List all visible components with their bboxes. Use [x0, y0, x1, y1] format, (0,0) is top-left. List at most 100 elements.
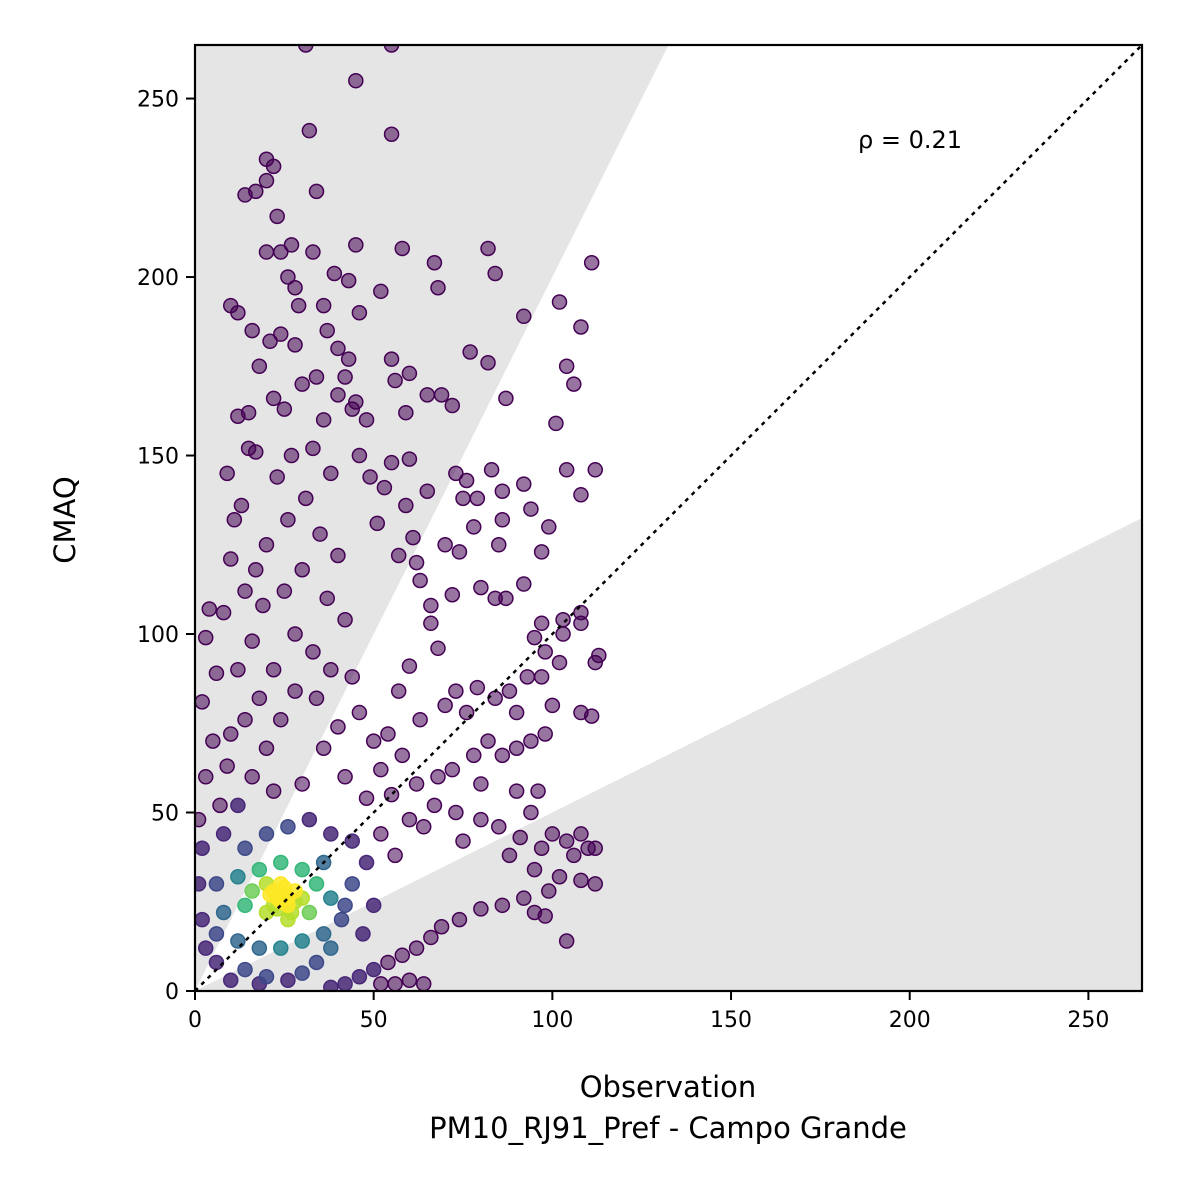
scatter-point [323, 979, 339, 991]
scatter-point [473, 776, 489, 792]
scatter-point [558, 833, 575, 849]
scatter-point [451, 544, 468, 560]
scatter-point [555, 611, 571, 628]
scatter-point [308, 183, 325, 200]
scatter-point [355, 926, 371, 942]
scatter-point [308, 954, 325, 971]
scatter-point [333, 911, 350, 928]
scatter-point [237, 840, 253, 856]
x-tick-label: 100 [531, 1008, 573, 1033]
scatter-point [305, 644, 321, 660]
scatter-point [365, 961, 382, 978]
scatter-point [523, 733, 539, 749]
scatter-point [544, 826, 561, 842]
scatter-point [473, 811, 489, 828]
scatter-point [573, 487, 589, 503]
scatter-point [344, 833, 360, 849]
scatter-point [433, 918, 450, 935]
scatter-point [537, 908, 553, 924]
scatter-point [487, 690, 503, 707]
scatter-point [258, 740, 275, 757]
scatter-point [473, 579, 489, 596]
scatter-point [566, 376, 582, 392]
scatter-point [287, 279, 303, 296]
scatter-point [512, 829, 528, 846]
scatter-point [301, 122, 318, 139]
scatter-point [455, 490, 471, 507]
scatter-point [305, 244, 321, 260]
scatter-point [494, 897, 511, 914]
scatter-point [537, 726, 553, 742]
scatter-point [294, 376, 310, 392]
scatter-point [351, 704, 368, 721]
scatter-point [265, 783, 282, 799]
scatter-point [208, 926, 225, 942]
scatter-point [258, 244, 275, 260]
scatter-point [215, 604, 232, 621]
scatter-point [330, 719, 346, 735]
scatter-point [480, 354, 496, 371]
scatter-point [519, 669, 536, 685]
scatter-point [533, 544, 550, 560]
scatter-point [465, 519, 482, 535]
scatter-point [323, 890, 339, 906]
scatter-point [398, 497, 414, 514]
scatter-point [280, 972, 296, 989]
scatter-point [494, 747, 511, 764]
scatter-point [208, 954, 225, 971]
scatter-point [294, 562, 310, 578]
scatter-point [365, 733, 382, 749]
scatter-point [201, 601, 218, 617]
scatter-point [337, 611, 353, 628]
scatter-point [448, 804, 464, 821]
scatter-point [387, 847, 403, 864]
scatter-point [419, 483, 436, 499]
scatter-point [398, 404, 414, 421]
scatter-point [337, 369, 353, 385]
scatter-point [315, 412, 332, 428]
scatter-point [394, 747, 411, 764]
scatter-point [573, 872, 589, 889]
scatter-point [551, 869, 568, 885]
scatter-point [491, 819, 507, 835]
scatter-point [258, 172, 275, 189]
scatter-point [195, 911, 210, 928]
scatter-point [273, 326, 289, 342]
scatter-point [526, 861, 543, 878]
scatter-point [591, 647, 607, 664]
scatter-point [516, 476, 532, 492]
scatter-point [230, 933, 246, 949]
scatter-point [458, 704, 475, 721]
scatter-point [251, 690, 268, 707]
scatter-point [262, 333, 278, 350]
scatter-point [301, 811, 318, 828]
scatter-point [483, 462, 500, 478]
scatter-point [587, 876, 603, 892]
scatter-point [280, 819, 296, 835]
scatter-point [308, 690, 325, 707]
scatter-point [344, 876, 360, 892]
scatter-point [344, 669, 360, 685]
scatter-point [240, 404, 257, 421]
scatter-point [423, 929, 439, 946]
scatter-point [287, 683, 303, 699]
scatter-point [408, 776, 425, 792]
scatter-point [215, 826, 232, 842]
scatter-point [394, 240, 411, 257]
scatter-point [415, 976, 432, 991]
upper-factor-band [195, 45, 669, 991]
scatter-point [583, 255, 600, 271]
y-tick-label: 150 [137, 445, 179, 470]
scatter-point [251, 861, 268, 878]
scatter-point [269, 208, 285, 225]
scatter-point [197, 629, 214, 646]
scatter-point [369, 515, 386, 532]
scatter-point [537, 644, 553, 660]
scatter-point [558, 462, 575, 478]
scatter-point [197, 940, 214, 956]
scatter-point [237, 897, 253, 914]
scatter-point [315, 740, 332, 757]
scatter-point [448, 683, 464, 699]
scatter-point [273, 854, 289, 871]
